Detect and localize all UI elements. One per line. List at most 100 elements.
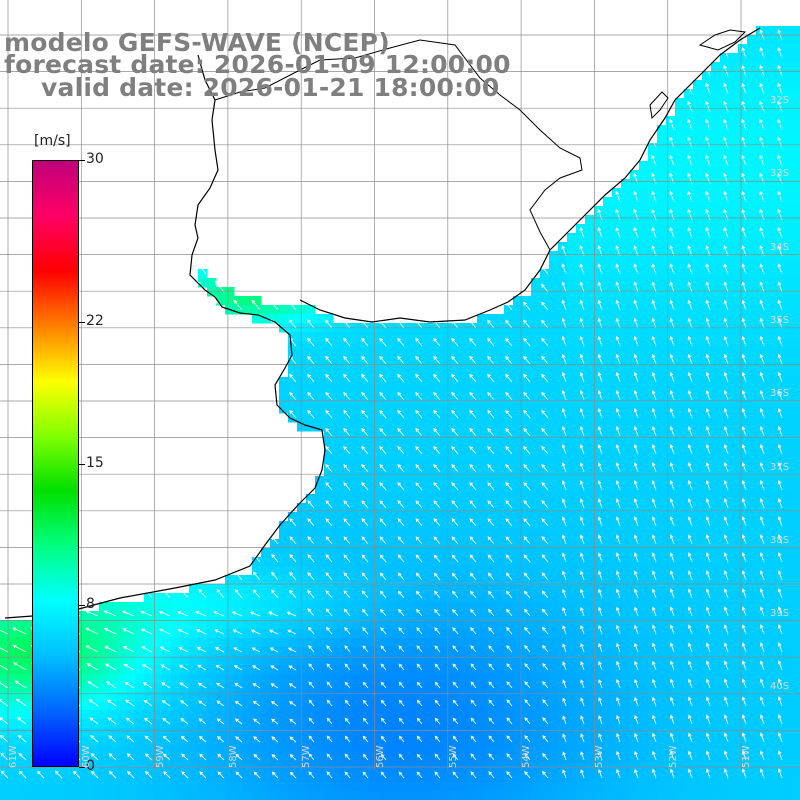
wind-cell [783, 125, 793, 135]
wind-cell [81, 647, 91, 657]
wind-arrow [397, 445, 405, 455]
wind-cell [675, 782, 685, 792]
wind-cell [531, 413, 541, 423]
wind-cell [594, 701, 604, 711]
wind-cell [396, 359, 406, 369]
wind-cell [450, 674, 460, 684]
wind-cell [630, 719, 640, 729]
wind-cell [369, 764, 379, 774]
wind-cell [369, 602, 379, 612]
wind-cell [234, 791, 244, 800]
wind-arrow [541, 355, 549, 365]
wind-cell [135, 791, 145, 800]
wind-cell [675, 179, 685, 189]
wind-cell [639, 251, 649, 261]
wind-cell [531, 629, 541, 639]
wind-cell [513, 575, 523, 585]
wind-cell [603, 665, 613, 675]
wind-cell [567, 467, 577, 477]
wind-arrow [615, 335, 621, 347]
wind-cell [792, 773, 800, 783]
wind-arrow [523, 391, 531, 401]
wind-cell [360, 566, 370, 576]
wind-cell [351, 530, 361, 540]
wind-cell [684, 755, 694, 765]
wind-cell [414, 737, 424, 747]
wind-cell [378, 674, 388, 684]
wind-arrow [705, 408, 711, 419]
wind-cell [360, 548, 370, 558]
wind-cell [558, 449, 568, 459]
wind-cell [297, 404, 307, 414]
wind-arrow [451, 355, 459, 365]
wind-cell [342, 683, 352, 693]
wind-cell [513, 593, 523, 603]
wind-arrow [723, 47, 729, 59]
wind-cell [477, 692, 487, 702]
wind-cell [342, 530, 352, 540]
wind-cell [630, 656, 640, 666]
wind-cell [288, 710, 298, 720]
wind-cell [558, 611, 568, 621]
wind-cell [783, 638, 793, 648]
wind-cell [450, 611, 460, 621]
wind-cell [414, 422, 424, 432]
wind-cell [765, 395, 775, 405]
wind-cell [729, 368, 739, 378]
wind-cell [639, 710, 649, 720]
wind-cell [459, 683, 469, 693]
wind-cell [270, 737, 280, 747]
wind-arrow [579, 390, 585, 401]
wind-cell [450, 566, 460, 576]
wind-arrow [669, 498, 675, 509]
wind-cell [405, 692, 415, 702]
wind-cell [477, 494, 487, 504]
wind-cell [234, 764, 244, 774]
wind-cell [414, 413, 424, 423]
wind-cell [117, 665, 127, 675]
wind-cell [342, 602, 352, 612]
wind-cell [567, 656, 577, 666]
wind-arrow [723, 498, 729, 509]
wind-cell [180, 629, 190, 639]
wind-cell [126, 701, 136, 711]
wind-cell [603, 377, 613, 387]
wind-cell [540, 584, 550, 594]
wind-cell [396, 674, 406, 684]
wind-cell [522, 674, 532, 684]
wind-cell [612, 764, 622, 774]
wind-cell [306, 665, 316, 675]
wind-cell [459, 521, 469, 531]
wind-cell [414, 728, 424, 738]
wind-cell [171, 602, 181, 612]
wind-cell [585, 539, 595, 549]
wind-cell [324, 746, 334, 756]
wind-cell [639, 548, 649, 558]
wind-cell [558, 539, 568, 549]
wind-cell [387, 521, 397, 531]
wind-cell [171, 683, 181, 693]
wind-arrow [687, 281, 693, 293]
wind-cell [612, 503, 622, 513]
wind-cell [513, 476, 523, 486]
wind-cell [666, 143, 676, 153]
wind-cell [567, 746, 577, 756]
wind-cell [333, 746, 343, 756]
wind-cell [360, 620, 370, 630]
wind-cell [432, 656, 442, 666]
wind-cell [747, 665, 757, 675]
wind-cell [639, 395, 649, 405]
wind-cell [198, 764, 208, 774]
wind-cell [252, 638, 262, 648]
wind-cell [567, 674, 577, 684]
wind-cell [468, 458, 478, 468]
wind-cell [567, 710, 577, 720]
wind-cell [540, 503, 550, 513]
wind-cell [675, 737, 685, 747]
wind-arrow [705, 552, 711, 563]
wind-cell [639, 719, 649, 729]
wind-cell [729, 341, 739, 351]
wind-cell [558, 431, 568, 441]
wind-cell [657, 512, 667, 522]
wind-cell [567, 566, 577, 576]
